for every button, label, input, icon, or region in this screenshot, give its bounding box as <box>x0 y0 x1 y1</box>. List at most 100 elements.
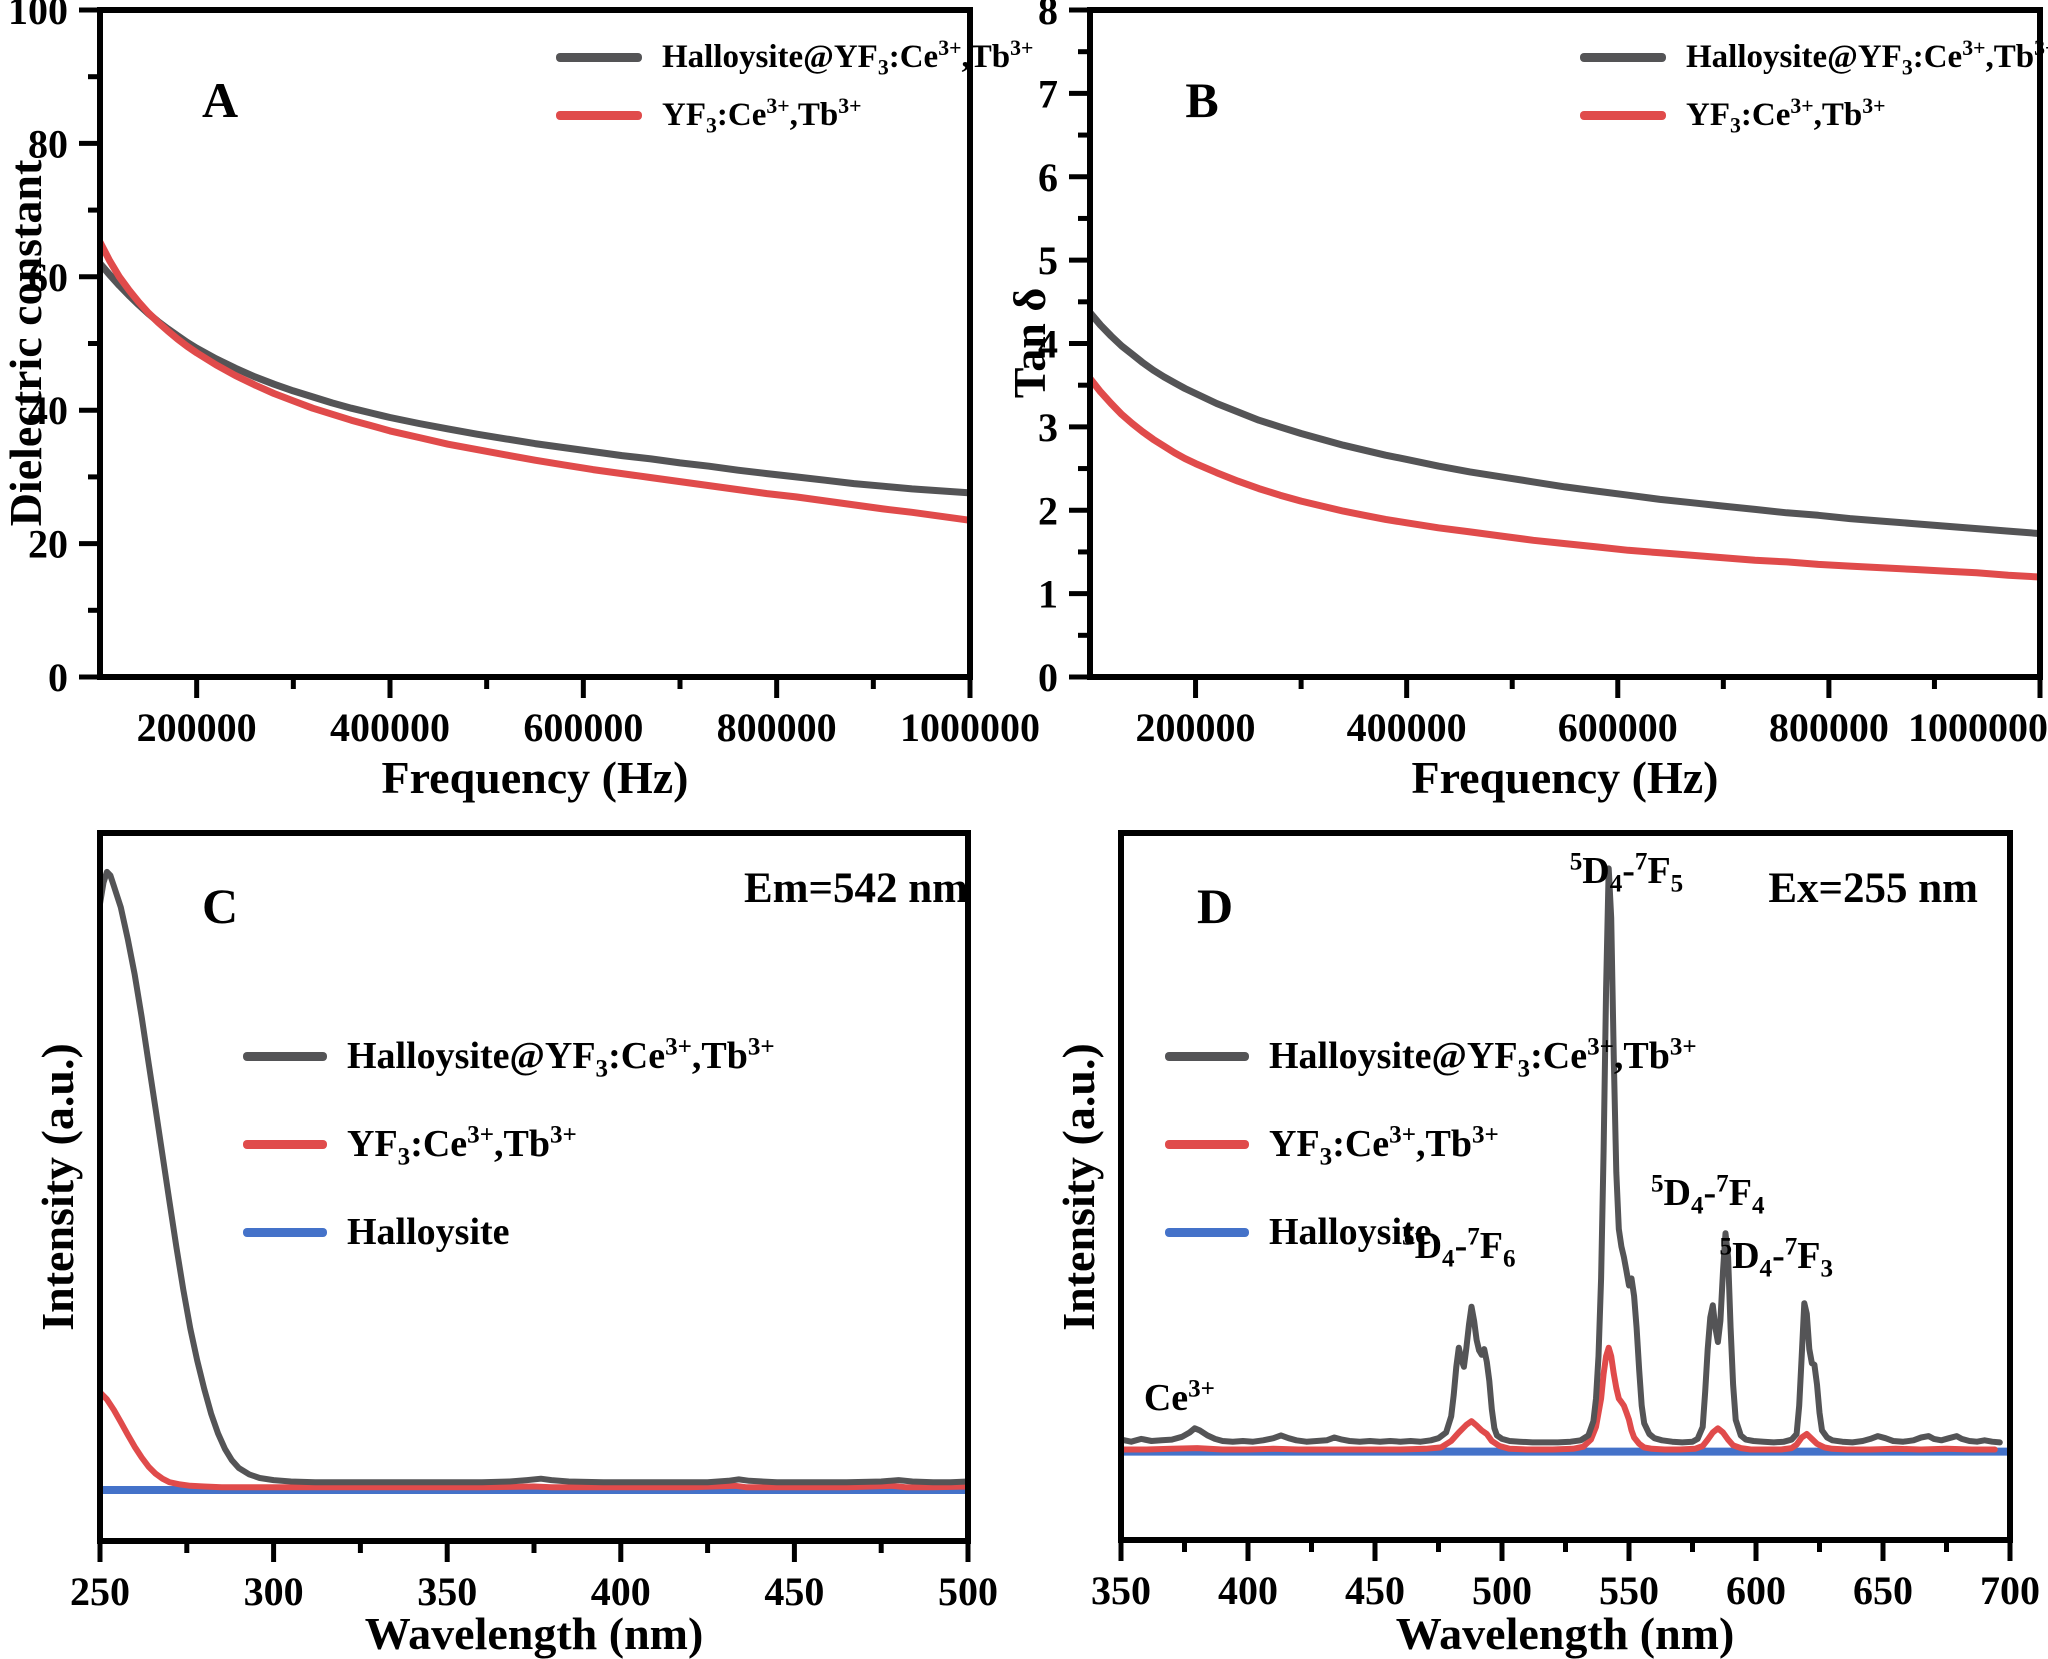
panel-b-letter: B <box>1185 71 1219 128</box>
panel-d-legend: Halloysite@YF3:Ce3+,Tb3+ YF3:Ce3+,Tb3+ Hal… <box>1165 1012 1697 1276</box>
panel-c-annotation: Em=542 nm <box>744 865 968 912</box>
x-tick-label: 250 <box>70 1569 130 1614</box>
x-tick-label: 400000 <box>1347 705 1467 750</box>
y-tick-label: 1 <box>1038 572 1058 617</box>
peak-label-5d4-7f6: 5D4-7F6 <box>1402 1222 1516 1273</box>
panel-c-letter: C <box>201 877 239 934</box>
peak-label-5d4-7f5: 5D4-7F5 <box>1569 848 1684 898</box>
series-yf3 <box>1118 1344 1998 1453</box>
legend-item-halloysite_yf3: Halloysite@YF3:Ce3+,Tb3+ <box>1165 1012 1697 1100</box>
y-tick-label: 5 <box>1038 238 1058 283</box>
x-tick-label: 550 <box>1599 1568 1659 1613</box>
peak-label-5d4-7f3: 5D4-7F3 <box>1719 1233 1834 1283</box>
x-tick-label: 450 <box>764 1569 824 1614</box>
x-tick-label: 500 <box>938 1569 998 1614</box>
x-tick-label: 450 <box>1345 1568 1405 1613</box>
x-tick-label: 600000 <box>523 705 643 750</box>
legend-swatch-halloysite <box>243 1227 327 1237</box>
panel-c-y-axis-title: Intensity (a.u.) <box>31 1043 83 1331</box>
x-tick-label: 200000 <box>1136 705 1256 750</box>
legend-swatch-halloysite_yf3 <box>243 1051 327 1061</box>
legend-label: Halloysite <box>347 1211 510 1253</box>
x-tick-label: 350 <box>417 1569 477 1614</box>
x-tick-label: 600 <box>1726 1568 1786 1613</box>
legend-swatch-yf3 <box>556 110 642 120</box>
legend-item-halloysite_yf3: Halloysite@YF3:Ce3+,Tb3+ <box>556 28 1033 86</box>
series-yf3 <box>1087 375 2043 581</box>
x-tick-label: 300 <box>244 1569 304 1614</box>
legend-item-halloysite_yf3: Halloysite@YF3:Ce3+,Tb3+ <box>243 1012 775 1100</box>
series-halloysite_yf3 <box>97 868 971 1486</box>
series-halloysite_yf3 <box>1118 865 2003 1446</box>
legend-item-halloysite: Halloysite <box>1165 1188 1697 1276</box>
panel-d-x-axis-title: Wavelength (nm) <box>1395 1607 1735 1659</box>
panel-a-letter: A <box>201 71 239 128</box>
panel-b-chart: 200000 400000 600000 800000 1000000 0 1 2 3 4 5 6 7 8 <box>1038 0 2048 750</box>
x-tick-label: 650 <box>1853 1568 1913 1613</box>
x-tick-label: 1000000 <box>1908 705 2048 750</box>
x-tick-label: 350 <box>1091 1568 1151 1613</box>
y-tick-label: 40 <box>28 388 68 433</box>
panel-c-legend: Halloysite@YF3:Ce3+,Tb3+ YF3:Ce3+,Tb3+ Hal… <box>243 1012 775 1276</box>
y-tick-label: 7 <box>1038 71 1058 116</box>
panel-d-letter: D <box>1196 877 1234 934</box>
x-tick-label: 400 <box>591 1569 651 1614</box>
panel-c-chart: 250 300 350 400 450 500 <box>70 830 998 1614</box>
panel-d-chart: 350 400 450 500 550 600 650 700 <box>1091 830 2040 1613</box>
legend-label: Halloysite@YF3:Ce3+,Tb3+ <box>1686 35 2048 80</box>
legend-label: Halloysite <box>1269 1211 1432 1253</box>
legend-item-yf3: YF3:Ce3+,Tb3+ <box>1580 86 2048 144</box>
y-tick-label: 80 <box>28 121 68 166</box>
y-tick-label: 0 <box>1038 655 1058 700</box>
x-tick-label: 800000 <box>717 705 837 750</box>
x-tick-label: 800000 <box>1769 705 1889 750</box>
peak-label-ce3plus: Ce3+ <box>1143 1374 1215 1419</box>
panel-a-x-axis-title: Frequency (Hz) <box>381 751 689 803</box>
series-yf3 <box>97 1389 971 1491</box>
legend-item-yf3: YF3:Ce3+,Tb3+ <box>1165 1100 1697 1188</box>
x-tick-label: 700 <box>1980 1568 2040 1613</box>
x-tick-label: 400 <box>1218 1568 1278 1613</box>
legend-label: YF3:Ce3+,Tb3+ <box>1686 93 1886 138</box>
y-tick-label: 8 <box>1038 0 1058 33</box>
legend-label: Halloysite@YF3:Ce3+,Tb3+ <box>662 35 1034 80</box>
y-tick-label: 3 <box>1038 405 1058 450</box>
y-tick-label: 6 <box>1038 155 1058 200</box>
legend-swatch-halloysite_yf3 <box>1580 52 1666 62</box>
legend-item-halloysite_yf3: Halloysite@YF3:Ce3+,Tb3+ <box>1580 28 2048 86</box>
x-tick-label: 400000 <box>330 705 450 750</box>
y-tick-label: 2 <box>1038 488 1058 533</box>
panel-b-x-axis-title: Frequency (Hz) <box>1411 751 1719 803</box>
panel-d-annotation: Ex=255 nm <box>1768 865 1978 912</box>
legend-swatch-halloysite_yf3 <box>556 52 642 62</box>
panel-b-legend: Halloysite@YF3:Ce3+,Tb3+ YF3:Ce3+,Tb3+ <box>1580 28 2048 144</box>
x-tick-label: 600000 <box>1558 705 1678 750</box>
legend-swatch-yf3 <box>1580 110 1666 120</box>
series-halloysite_yf3 <box>1087 309 2043 538</box>
x-tick-label: 1000000 <box>900 705 1040 750</box>
legend-label: YF3:Ce3+,Tb3+ <box>1269 1121 1499 1171</box>
panel-a-legend: Halloysite@YF3:Ce3+,Tb3+ YF3:Ce3+,Tb3+ <box>556 28 1033 144</box>
y-tick-label: 20 <box>28 522 68 567</box>
legend-swatch-halloysite <box>1165 1227 1249 1237</box>
y-tick-label: 60 <box>28 255 68 300</box>
legend-label: YF3:Ce3+,Tb3+ <box>347 1121 577 1171</box>
panel-d-y-axis-title: Intensity (a.u.) <box>1052 1043 1104 1331</box>
peak-label-5d4-7f4: 5D4-7F4 <box>1650 1169 1765 1220</box>
panel-b-y-axis-title: Tan δ <box>1003 287 1055 399</box>
legend-swatch-yf3 <box>243 1139 327 1149</box>
y-tick-label: 4 <box>1038 322 1058 367</box>
x-tick-label: 200000 <box>137 705 257 750</box>
series-yf3 <box>97 238 973 524</box>
y-tick-label: 100 <box>8 0 68 33</box>
legend-swatch-yf3 <box>1165 1139 1249 1149</box>
legend-label: Halloysite@YF3:Ce3+,Tb3+ <box>347 1033 775 1083</box>
panel-a-chart: 200000 400000 600000 800000 1000000 0 20 40 60 80… <box>8 0 1040 750</box>
legend-item-halloysite: Halloysite <box>243 1188 775 1276</box>
panel-a-y-axis-title: Dielectric constant <box>0 159 51 527</box>
x-tick-label: 500 <box>1472 1568 1532 1613</box>
legend-item-yf3: YF3:Ce3+,Tb3+ <box>243 1100 775 1188</box>
legend-swatch-halloysite_yf3 <box>1165 1051 1249 1061</box>
legend-item-yf3: YF3:Ce3+,Tb3+ <box>556 86 1033 144</box>
